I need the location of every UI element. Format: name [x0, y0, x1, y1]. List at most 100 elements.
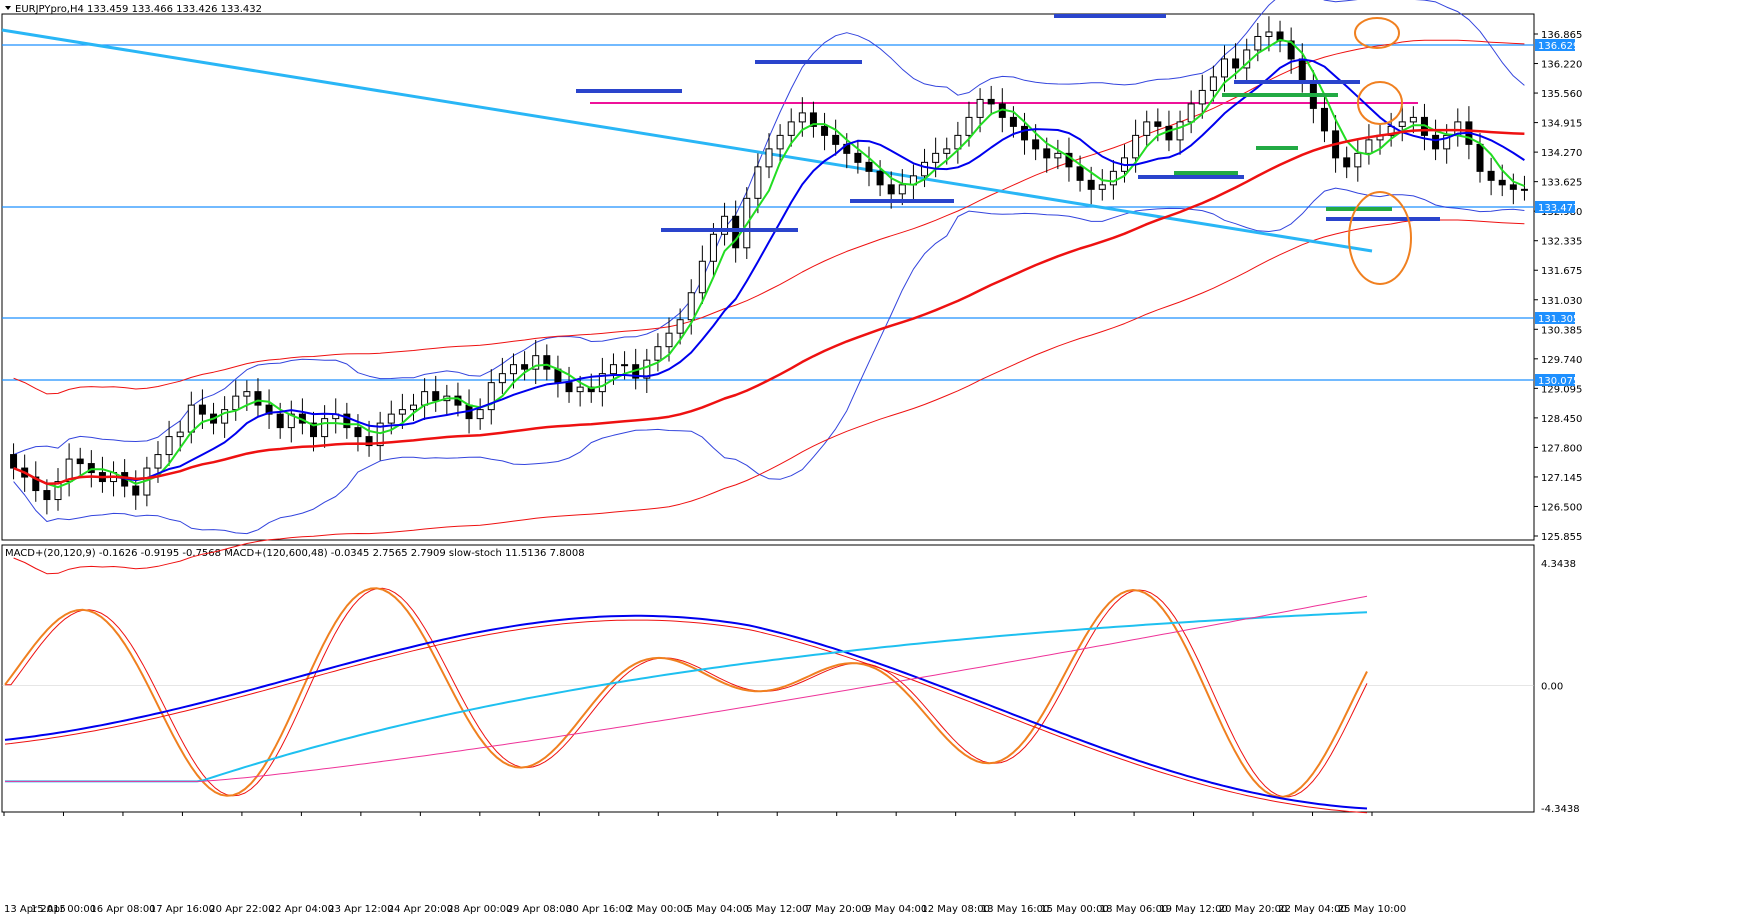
candle-body [232, 395, 240, 411]
candle-body [10, 454, 18, 469]
x-tick-label: 30 Apr 16:00 [566, 904, 631, 915]
highlight-circle [1357, 81, 1403, 125]
candle-body [310, 422, 318, 438]
x-tick-label: 18 May 06:00 [1100, 904, 1169, 915]
candle-body [76, 458, 84, 465]
candle-body [787, 121, 795, 136]
candle-body [54, 481, 62, 501]
candle-body [1432, 134, 1440, 150]
stoch-main-line [4, 587, 1368, 798]
x-tick-label: 13 Apr 2015 [4, 904, 66, 915]
candle-body [1232, 58, 1240, 69]
price-tag [1535, 374, 1575, 386]
y-tick-label: 125.855 [1541, 532, 1582, 543]
x-tick-label: 13 May 16:00 [981, 904, 1050, 915]
candle-body [1365, 139, 1373, 154]
y-tick-label: 129.740 [1541, 355, 1582, 366]
candle-body [776, 134, 784, 150]
candle-body [421, 391, 429, 406]
candle-body [254, 391, 262, 406]
x-tick-label: 22 May 04:00 [1278, 904, 1347, 915]
candle-body [876, 170, 884, 186]
x-tick-label: 7 May 20:00 [806, 904, 868, 915]
candle-body [932, 152, 940, 163]
candle-body [854, 152, 862, 163]
candle-body [1476, 143, 1484, 172]
candle-body [1254, 35, 1262, 51]
bollinger-lower [13, 187, 1525, 535]
candle-body [87, 463, 95, 474]
candle-body [1209, 76, 1217, 91]
price-tag [1535, 39, 1575, 51]
price-pane-frame [1, 13, 1535, 541]
candle-body [509, 364, 517, 375]
stoch-signal-line [5, 587, 1368, 798]
highlight-circle [1354, 17, 1400, 49]
candle-body [1265, 31, 1273, 37]
candle-body [365, 436, 373, 447]
candle-body [654, 346, 662, 361]
x-tick-label: 12 May 08:00 [921, 904, 990, 915]
x-tick-label: 24 Apr 20:00 [388, 904, 453, 915]
candle-body [1487, 170, 1495, 181]
x-tick-label: 19 May 12:00 [1159, 904, 1228, 915]
x-tick-label: 29 Apr 08:00 [507, 904, 572, 915]
candle-body [1320, 107, 1328, 132]
macd-fast-line [4, 614, 1368, 810]
x-tick-label: 17 Apr 16:00 [150, 904, 215, 915]
x-tick-label: 15 May 00:00 [1040, 904, 1109, 915]
y-tick-label: 127.800 [1541, 443, 1582, 454]
candle-body [1398, 121, 1406, 127]
y-tick-label: 136.220 [1541, 60, 1582, 71]
x-tick-label: 9 May 04:00 [865, 904, 927, 915]
candle-body [1298, 58, 1306, 82]
candle-body [543, 355, 551, 370]
candle-body [665, 332, 673, 348]
candle-body [565, 382, 573, 393]
x-tick-label: 20 May 20:00 [1219, 904, 1288, 915]
x-tick-label: 25 May 10:00 [1338, 904, 1407, 915]
x-tick-label: 2 May 00:00 [627, 904, 689, 915]
candle-body [1498, 179, 1506, 186]
envelope-upper [13, 39, 1525, 395]
candle-body [376, 422, 384, 447]
candle-body [498, 373, 506, 384]
y-tick-label: 128.450 [1541, 414, 1582, 425]
candle-body [176, 431, 184, 438]
candle-body [1287, 40, 1295, 60]
x-tick-label: 28 Apr 00:00 [447, 904, 512, 915]
candle-body [321, 418, 329, 438]
ema-mid-line [13, 58, 1525, 485]
indicator-y-label: 0.00 [1541, 682, 1563, 693]
candle-body [609, 364, 617, 375]
indicator-y-label: 4.3438 [1541, 559, 1576, 570]
candle-body [165, 436, 173, 456]
candle-body [943, 148, 951, 154]
candle-body [1043, 148, 1051, 159]
y-tick-label: 131.030 [1541, 296, 1582, 307]
candle-body [643, 359, 651, 379]
candle-body [576, 386, 584, 393]
candle-body [132, 485, 140, 496]
candle-body [32, 476, 40, 492]
candle-body [1065, 152, 1073, 168]
candle-body [387, 413, 395, 424]
candle-body [187, 404, 195, 433]
candle-body [1165, 125, 1173, 141]
y-tick-label: 132.335 [1541, 237, 1582, 248]
x-tick-label: 6 May 12:00 [746, 904, 808, 915]
indicator-header: MACD+(20,120,9) -0.1626 -0.9195 -0.7568 … [5, 548, 585, 559]
candle-body [1409, 116, 1417, 123]
candle-body [487, 382, 495, 411]
candle-body [676, 319, 684, 334]
candle-body [354, 427, 362, 438]
candle-body [1176, 121, 1184, 141]
candle-body [976, 98, 984, 118]
y-tick-label: 131.675 [1541, 266, 1582, 277]
candle-body [687, 292, 695, 321]
candle-body [709, 233, 717, 262]
candle-body [698, 260, 706, 294]
candle-body [821, 125, 829, 136]
envelope-lower [13, 219, 1525, 575]
